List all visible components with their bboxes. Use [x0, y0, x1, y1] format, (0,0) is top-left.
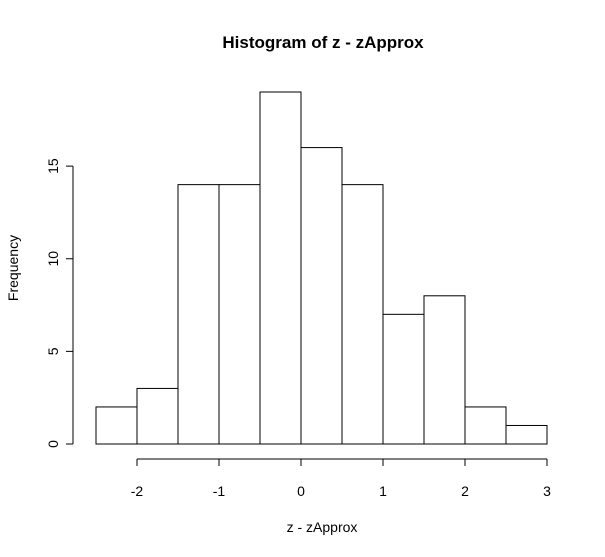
x-tick-label: 0: [297, 483, 305, 499]
bars-group: [95, 91, 548, 445]
chart-title: Histogram of z - zApprox: [222, 33, 424, 52]
histogram-bar: [259, 91, 302, 445]
histogram-bar: [464, 406, 507, 445]
histogram-bar: [136, 387, 179, 445]
histogram-bar: [177, 184, 220, 445]
x-tick-label: 2: [461, 483, 469, 499]
x-axis-label: z - zApprox: [287, 519, 358, 535]
y-tick-label: 0: [45, 440, 61, 448]
y-tick-label: 10: [45, 251, 61, 267]
histogram-bar: [300, 147, 343, 445]
y-axis-label: Frequency: [5, 235, 21, 301]
y-axis: 0 5 10 15: [45, 158, 74, 448]
y-tick-label: 15: [45, 158, 61, 174]
histogram-bar: [382, 313, 425, 445]
histogram-bar: [341, 184, 384, 445]
histogram-bar: [218, 184, 261, 445]
x-tick-label: -2: [131, 483, 144, 499]
x-tick-label: -1: [213, 483, 226, 499]
histogram-bar: [423, 295, 466, 445]
x-axis: -2 -1 0 1 2 3: [131, 458, 551, 499]
x-tick-label: 3: [543, 483, 551, 499]
y-tick-label: 5: [45, 347, 61, 355]
histogram-bar: [95, 406, 138, 445]
x-tick-label: 1: [379, 483, 387, 499]
histogram-bar: [505, 424, 548, 445]
